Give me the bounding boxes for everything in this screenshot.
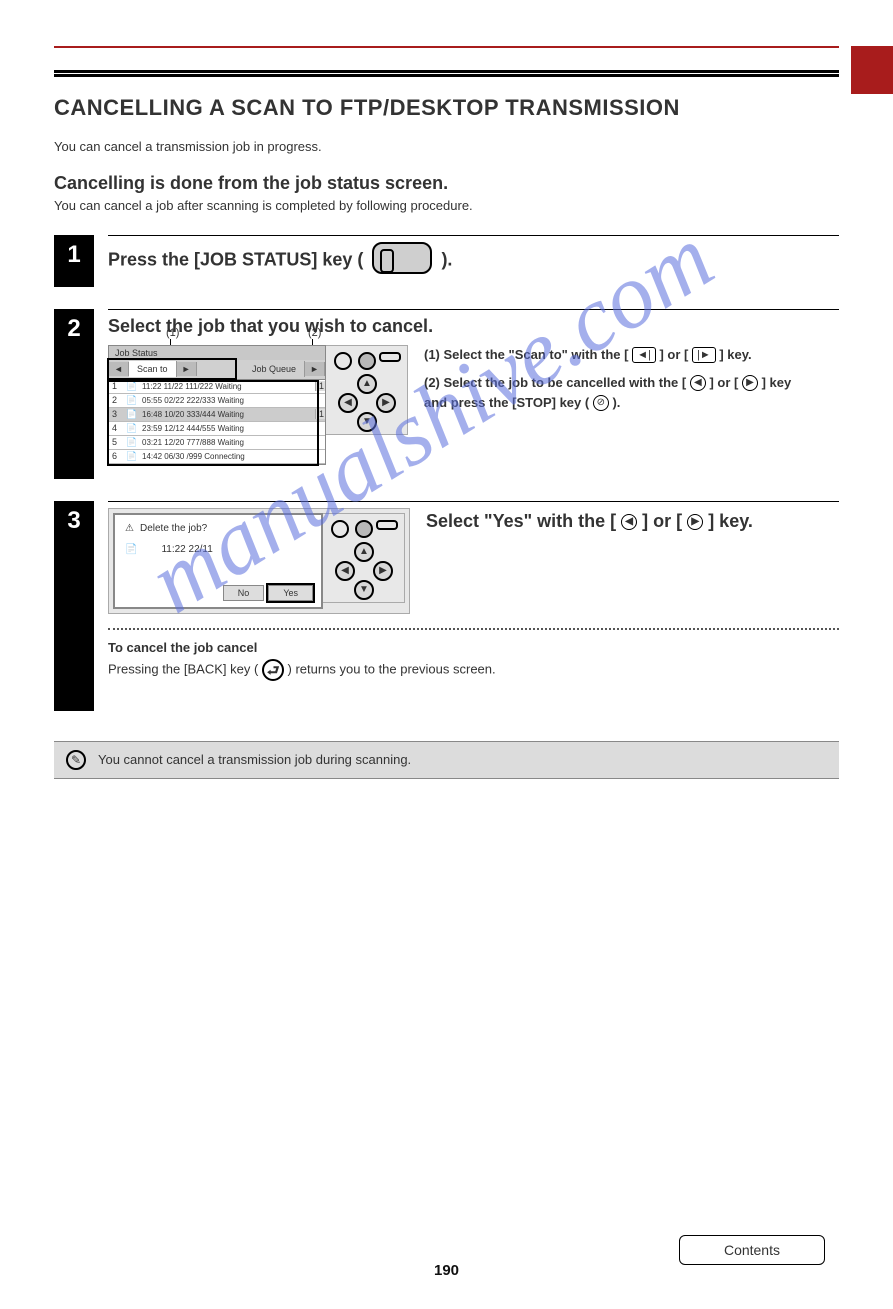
- contents-button[interactable]: Contents: [679, 1235, 825, 1265]
- step2-screen-col: (1) (2) Job Status ◄ Scan to ► Jo: [108, 345, 408, 465]
- dialog-buttons: No Yes: [223, 585, 313, 601]
- dpad-left-icon[interactable]: ◀: [338, 393, 358, 413]
- table-row[interactable]: 1📄11:22 11/22 111/222 Waiting1: [109, 380, 325, 394]
- step2-instr-1: (1) Select the "Scan to" with the [ ◄| ]…: [424, 345, 839, 365]
- callout-label-2: (2): [308, 327, 321, 339]
- top-divider: [54, 46, 839, 48]
- doc-icon: 📄: [123, 381, 139, 392]
- panel-rect-btn[interactable]: [376, 520, 398, 530]
- page: CANCELLING A SCAN TO FTP/DESKTOP TRANSMI…: [0, 46, 893, 839]
- title-rule: [54, 70, 839, 77]
- stop-key-icon: ⊘: [593, 395, 609, 411]
- callout-label-1: (1): [166, 327, 179, 339]
- cancel-heading: To cancel the job cancel: [108, 640, 839, 655]
- yes-button[interactable]: Yes: [268, 585, 313, 601]
- note-text: You cannot cancel a transmission job dur…: [98, 752, 411, 767]
- warning-icon: ⚠: [125, 523, 134, 534]
- left-arrow-key-icon: ◀: [690, 375, 706, 391]
- tab-job-queue[interactable]: Job Queue: [244, 361, 305, 377]
- page-number: 190: [0, 1262, 893, 1279]
- step3-screen-col: ⚠ Delete the job? 📄 11:22 22/11 No Yes: [108, 508, 410, 614]
- panel-circle-btn[interactable]: [331, 520, 349, 538]
- step-number: 2: [54, 315, 94, 343]
- step2-text: (1) Select the "Scan to" with the [ ◄| ]…: [424, 345, 839, 413]
- step-3: 3 ⚠ Delete the job? 📄 11:22 22/11: [54, 501, 839, 711]
- screen-title: Job Status: [109, 346, 325, 360]
- step3-screen-wrap: ⚠ Delete the job? 📄 11:22 22/11 No Yes: [108, 508, 410, 614]
- tab-right-arrow-icon[interactable]: ►: [177, 362, 197, 376]
- control-panel: ▲ ▼ ◀ ▶: [323, 513, 405, 603]
- no-button[interactable]: No: [223, 585, 265, 601]
- next-key-icon: |►: [692, 347, 716, 363]
- doc-icon: 📄: [125, 544, 137, 555]
- intro-sub2: You can cancel a job after scanning is c…: [54, 198, 839, 213]
- dpad-right-icon[interactable]: ▶: [376, 393, 396, 413]
- step-body: Press the [JOB STATUS] key ( ).: [108, 235, 839, 287]
- step1-title-after: ).: [441, 249, 452, 269]
- panel-circle-btn[interactable]: [334, 352, 352, 370]
- table-row[interactable]: 3📄16:48 10/20 333/444 Waiting1: [109, 408, 325, 422]
- step-2: 2 Select the job that you wish to cancel…: [54, 309, 839, 479]
- dotted-separator: [108, 628, 839, 630]
- back-note: Pressing the [BACK] key ( ) returns you …: [108, 659, 839, 681]
- doc-icon: 📄: [123, 409, 139, 420]
- dialog-screen: ⚠ Delete the job? 📄 11:22 22/11 No Yes: [113, 513, 323, 609]
- dpad: ▲ ▼ ◀ ▶: [340, 376, 394, 430]
- intro-sub1: Cancelling is done from the job status s…: [54, 173, 839, 194]
- screen-tabs: ◄ Scan to ► Job Queue ►: [109, 360, 325, 380]
- table-row[interactable]: 6📄14:42 06/30 /999 Connecting: [109, 450, 325, 464]
- job-status-key-icon: [372, 242, 432, 274]
- note-bar: ✎ You cannot cancel a transmission job d…: [54, 741, 839, 779]
- dpad-left-icon[interactable]: ◀: [335, 561, 355, 581]
- panel-circle-btn-active[interactable]: [355, 520, 373, 538]
- step3-title: Select "Yes" with the [ ◀ ] or [ ▶ ] key…: [426, 508, 839, 536]
- doc-icon: 📄: [123, 437, 139, 448]
- panel-circle-btn-active[interactable]: [358, 352, 376, 370]
- back-key-icon: [262, 659, 284, 681]
- step-1: 1 Press the [JOB STATUS] key ( ).: [54, 235, 839, 287]
- left-arrow-key-icon: ◀: [621, 514, 637, 530]
- tab-scan-to[interactable]: Scan to: [129, 361, 177, 377]
- table-row[interactable]: 2📄05:55 02/22 222/333 Waiting: [109, 394, 325, 408]
- dpad-up-icon[interactable]: ▲: [354, 542, 374, 562]
- step2-title: Select the job that you wish to cancel.: [108, 316, 839, 337]
- table-row[interactable]: 4📄23:59 12/12 444/555 Waiting: [109, 422, 325, 436]
- step3-title-col: Select "Yes" with the [ ◀ ] or [ ▶ ] key…: [426, 508, 839, 544]
- step-num-col: 3: [54, 501, 94, 711]
- step-number: 1: [54, 241, 94, 269]
- dialog-meta: 11:22 22/11: [161, 544, 212, 555]
- dpad-up-icon[interactable]: ▲: [357, 374, 377, 394]
- dpad-down-icon[interactable]: ▼: [357, 412, 377, 432]
- dialog-question: Delete the job?: [140, 523, 207, 534]
- job-list: 1📄11:22 11/22 111/222 Waiting1 2📄05:55 0…: [109, 380, 325, 464]
- intro-line1: You can cancel a transmission job in pro…: [54, 137, 839, 157]
- prev-key-icon: ◄|: [632, 347, 656, 363]
- doc-icon: 📄: [123, 451, 139, 462]
- step-num-col: 1: [54, 235, 94, 287]
- lcd-screen: Job Status ◄ Scan to ► Job Queue ► 1📄11:…: [108, 345, 326, 465]
- table-row[interactable]: 5📄03:21 12/20 777/888 Waiting: [109, 436, 325, 450]
- tab-far-right-arrow-icon[interactable]: ►: [305, 362, 325, 376]
- step2-instr-2: (2) Select the job to be cancelled with …: [424, 373, 839, 413]
- step1-title-before: Press the [JOB STATUS] key (: [108, 249, 363, 269]
- doc-icon: 📄: [123, 423, 139, 434]
- right-arrow-key-icon: ▶: [687, 514, 703, 530]
- control-panel: ▲ ▼ ◀ ▶: [326, 345, 408, 435]
- page-title: CANCELLING A SCAN TO FTP/DESKTOP TRANSMI…: [54, 95, 839, 121]
- dpad: ▲ ▼ ◀ ▶: [337, 544, 391, 598]
- panel-rect-btn[interactable]: [379, 352, 401, 362]
- dpad-down-icon[interactable]: ▼: [354, 580, 374, 600]
- pencil-note-icon: ✎: [66, 750, 86, 770]
- step-body: Select the job that you wish to cancel. …: [108, 309, 839, 479]
- step-number: 3: [54, 507, 94, 535]
- step-num-col: 2: [54, 309, 94, 479]
- right-arrow-key-icon: ▶: [742, 375, 758, 391]
- step-body: ⚠ Delete the job? 📄 11:22 22/11 No Yes: [108, 501, 839, 711]
- dpad-right-icon[interactable]: ▶: [373, 561, 393, 581]
- step1-title: Press the [JOB STATUS] key ( ).: [108, 242, 839, 279]
- doc-icon: 📄: [123, 395, 139, 406]
- tab-left-arrow-icon[interactable]: ◄: [109, 362, 129, 376]
